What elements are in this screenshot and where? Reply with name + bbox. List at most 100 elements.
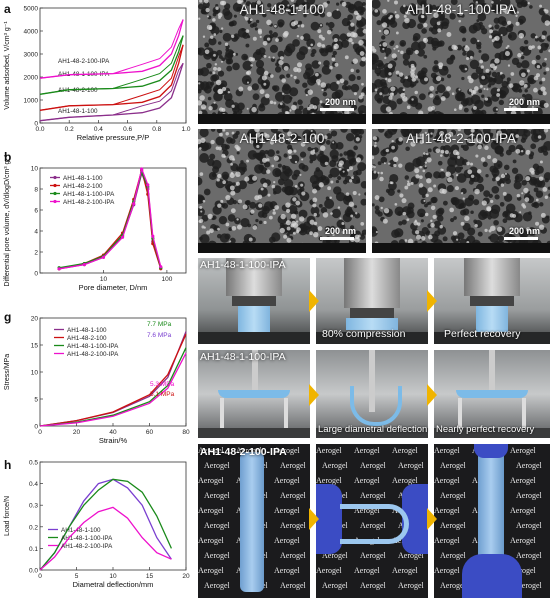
fiber-node — [375, 230, 378, 234]
pore — [272, 85, 280, 92]
pore — [352, 43, 360, 51]
fiber-node — [287, 138, 292, 142]
fiber-node — [485, 68, 490, 73]
fiber-node — [296, 227, 301, 232]
fiber-node — [328, 129, 332, 131]
card-text: Aerogel — [280, 551, 306, 560]
fiber-node — [427, 106, 433, 112]
fiber-node — [313, 212, 317, 217]
fiber-node — [245, 17, 249, 21]
fiber-node — [259, 89, 265, 95]
pore — [515, 175, 520, 180]
pore — [494, 194, 500, 200]
fiber-node — [344, 55, 349, 60]
fiber-node — [310, 129, 313, 133]
x-tick-label: 10 — [100, 276, 108, 283]
pore — [257, 211, 265, 218]
pore — [267, 3, 272, 8]
fiber-node — [289, 109, 292, 112]
photo-j-3 — [434, 350, 550, 438]
pore — [339, 153, 343, 157]
pore — [379, 69, 389, 78]
fiber-node — [242, 204, 248, 210]
fiber-node — [387, 63, 393, 69]
pore — [251, 83, 259, 91]
fiber-node — [213, 33, 217, 36]
pore — [387, 188, 395, 196]
pore — [347, 149, 354, 157]
fiber-node — [200, 210, 203, 213]
legend-label: AH1-48-1-100 — [63, 175, 103, 182]
fiber-node — [248, 237, 253, 242]
pore — [450, 0, 458, 6]
pore — [376, 72, 380, 77]
pore — [463, 107, 469, 113]
photo-k-sample-label: AH1-48-2-100-IPA — [200, 446, 287, 458]
fiber-node — [421, 235, 426, 241]
fiber-node — [372, 155, 375, 160]
pore — [423, 54, 428, 59]
fiber-node — [440, 149, 445, 154]
card-text: Aerogel — [198, 506, 224, 515]
pore — [226, 65, 233, 72]
fiber-node — [523, 84, 528, 88]
fiber-node — [373, 165, 376, 169]
pore — [274, 131, 283, 140]
fiber-node — [388, 162, 391, 165]
pore — [372, 145, 380, 156]
fiber-node — [510, 72, 515, 76]
fiber-node — [336, 80, 340, 85]
pore — [396, 98, 403, 105]
pore — [477, 231, 483, 237]
pore — [493, 17, 500, 24]
pore — [520, 0, 528, 8]
fiber-node — [419, 139, 425, 145]
pore — [472, 22, 482, 32]
fiber-node — [538, 224, 545, 230]
fiber-node — [259, 35, 262, 39]
pore — [243, 55, 248, 60]
fiber-node — [263, 82, 267, 86]
y-tick-label: 2000 — [24, 75, 39, 82]
pore — [229, 21, 235, 27]
card-text: Aerogel — [440, 461, 466, 470]
pore — [335, 142, 344, 150]
fiber-node — [322, 212, 329, 218]
fiber-node — [488, 35, 493, 39]
pore — [207, 158, 215, 167]
pore — [479, 209, 487, 217]
pore — [536, 179, 546, 188]
pore — [324, 225, 332, 233]
pore — [218, 215, 228, 225]
pore — [285, 43, 296, 54]
y-tick-label: 15 — [31, 343, 39, 350]
pore — [321, 65, 332, 75]
fiber-node — [538, 176, 544, 181]
fiber-node — [425, 152, 429, 156]
data-point — [146, 183, 150, 187]
pore — [198, 3, 204, 10]
fiber-node — [374, 195, 380, 200]
pore — [427, 129, 435, 135]
fiber-node — [403, 14, 407, 18]
card-text: Aerogel — [516, 461, 542, 470]
fiber-node — [230, 163, 233, 166]
fiber-node — [502, 191, 507, 196]
fiber-node — [372, 164, 374, 168]
legend-label: AH1-48-2-100-IPA — [61, 543, 113, 550]
fiber-node — [483, 87, 486, 91]
pore — [209, 153, 216, 160]
fiber-node — [245, 71, 250, 75]
fiber-node — [217, 203, 222, 208]
fiber-node — [394, 11, 397, 14]
fiber-node — [338, 167, 342, 171]
fiber-node — [500, 34, 503, 37]
series-line — [39, 478, 172, 571]
fiber-node — [333, 37, 338, 43]
fiber-node — [398, 163, 403, 168]
fiber-node — [374, 88, 378, 92]
pore — [328, 173, 333, 179]
fiber-node — [468, 88, 473, 92]
fiber-node — [305, 93, 308, 97]
fiber-node — [266, 158, 270, 162]
